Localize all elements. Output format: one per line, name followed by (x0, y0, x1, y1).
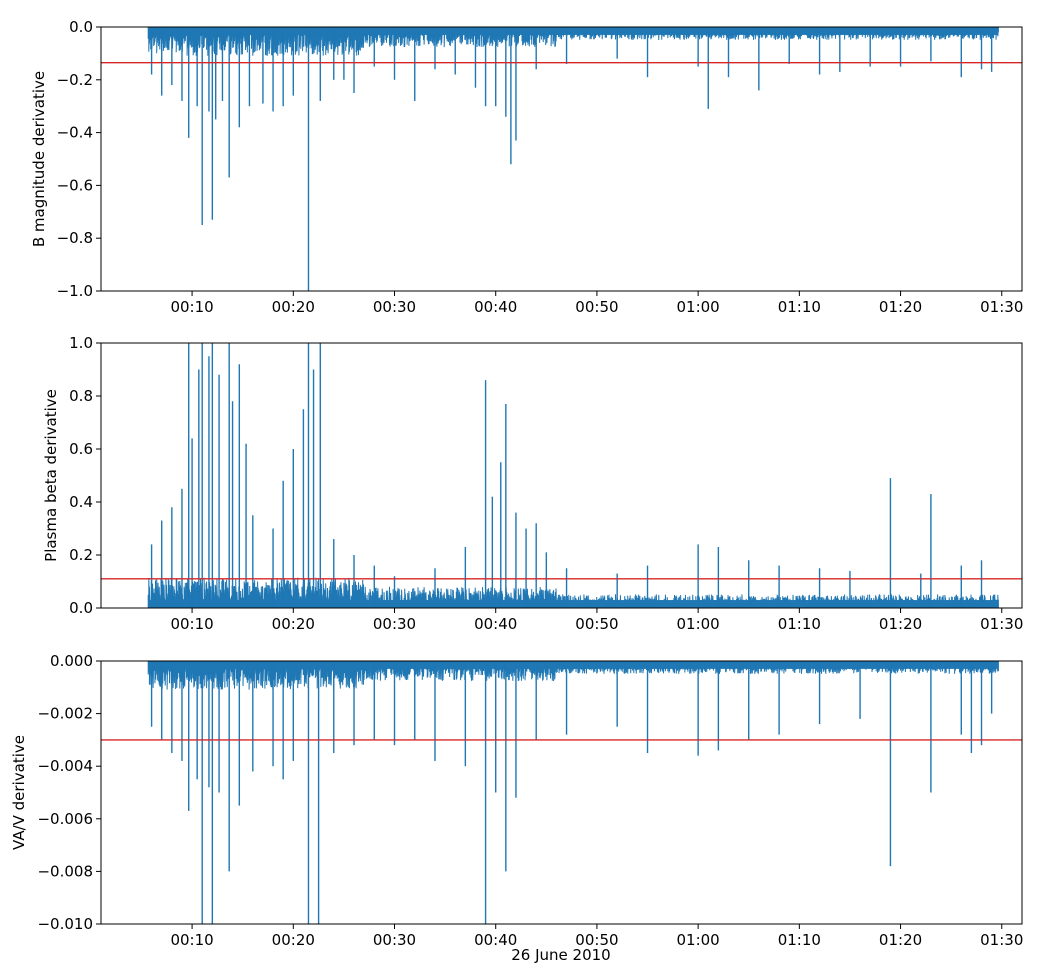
x-tick-label: 00:30 (373, 298, 416, 316)
chart-panel-3: 0.000 −0.002 −0.004 −0.006 −0.008 −0.010 00:10… (10, 652, 1023, 949)
x-tick-label: 00:50 (575, 298, 618, 316)
y-axis-label: B magnitude derivative (30, 71, 48, 247)
x-tick-label: 00:10 (170, 615, 213, 633)
y-tick-label: 0.0 (69, 599, 93, 617)
y-tick-label: 1.0 (69, 334, 93, 352)
x-tick-label: 00:20 (272, 931, 315, 949)
x-tick-label: 01:10 (778, 931, 821, 949)
x-tick-label: 01:20 (879, 298, 922, 316)
y-tick-label: −0.8 (57, 229, 93, 247)
x-tick-label: 01:30 (980, 615, 1023, 633)
y-tick-label: −0.010 (37, 915, 93, 933)
y-tick-label: 0.2 (69, 546, 93, 564)
x-tick-label: 00:40 (474, 298, 517, 316)
y-axis-label: VA/V derivative (10, 735, 28, 850)
y-tick-label: 0.8 (69, 387, 93, 405)
y-tick-label: −0.008 (37, 862, 93, 880)
x-tick-label: 01:10 (778, 615, 821, 633)
y-tick-label: −0.004 (37, 757, 93, 775)
x-tick-label: 00:20 (272, 298, 315, 316)
x-tick-label: 00:30 (373, 615, 416, 633)
x-tick-label: 00:10 (170, 931, 213, 949)
y-tick-label: −0.006 (37, 810, 93, 828)
chart-panel-2: 0.0 0.2 0.4 0.6 0.8 1.0 00:10 00:20 00:30 00:40 00… (42, 334, 1023, 633)
y-tick-label: 0.0 (69, 18, 93, 36)
y-tick-label: 0.6 (69, 440, 93, 458)
plot-frame (100, 660, 1023, 925)
x-tick-label: 00:20 (272, 615, 315, 633)
y-axis-label: Plasma beta derivative (42, 389, 60, 562)
y-tick-label: −1.0 (57, 282, 93, 300)
x-tick-label: 00:30 (373, 931, 416, 949)
x-tick-label: 01:00 (677, 615, 720, 633)
y-tick-label: −0.6 (57, 176, 93, 194)
series-band (148, 661, 999, 669)
series-band (148, 600, 999, 608)
x-tick-label: 00:10 (170, 298, 213, 316)
x-tick-label: 01:00 (677, 931, 720, 949)
x-tick-label: 01:20 (879, 615, 922, 633)
figure-xlabel: 26 June 2010 (511, 946, 610, 964)
y-tick-label: −0.4 (57, 124, 93, 142)
x-tick-label: 00:40 (474, 615, 517, 633)
x-tick-label: 00:50 (575, 931, 618, 949)
x-tick-label: 00:40 (474, 931, 517, 949)
x-tick-label: 01:00 (677, 298, 720, 316)
y-tick-label: 0.4 (69, 493, 93, 511)
y-tick-label: −0.002 (37, 705, 93, 723)
x-tick-label: 00:50 (575, 615, 618, 633)
series-band (148, 27, 999, 35)
chart-panel-1: 0.0 −0.2 −0.4 −0.6 −0.8 −1.0 00:10 00:20 00:30 00… (30, 18, 1023, 316)
plot-frame (100, 342, 1023, 609)
x-tick-label: 01:30 (980, 931, 1023, 949)
y-tick-label: −0.2 (57, 71, 93, 89)
plot-frame (100, 26, 1023, 292)
y-tick-label: 0.000 (50, 652, 93, 670)
x-tick-label: 01:20 (879, 931, 922, 949)
x-tick-label: 01:10 (778, 298, 821, 316)
x-tick-label: 01:30 (980, 298, 1023, 316)
